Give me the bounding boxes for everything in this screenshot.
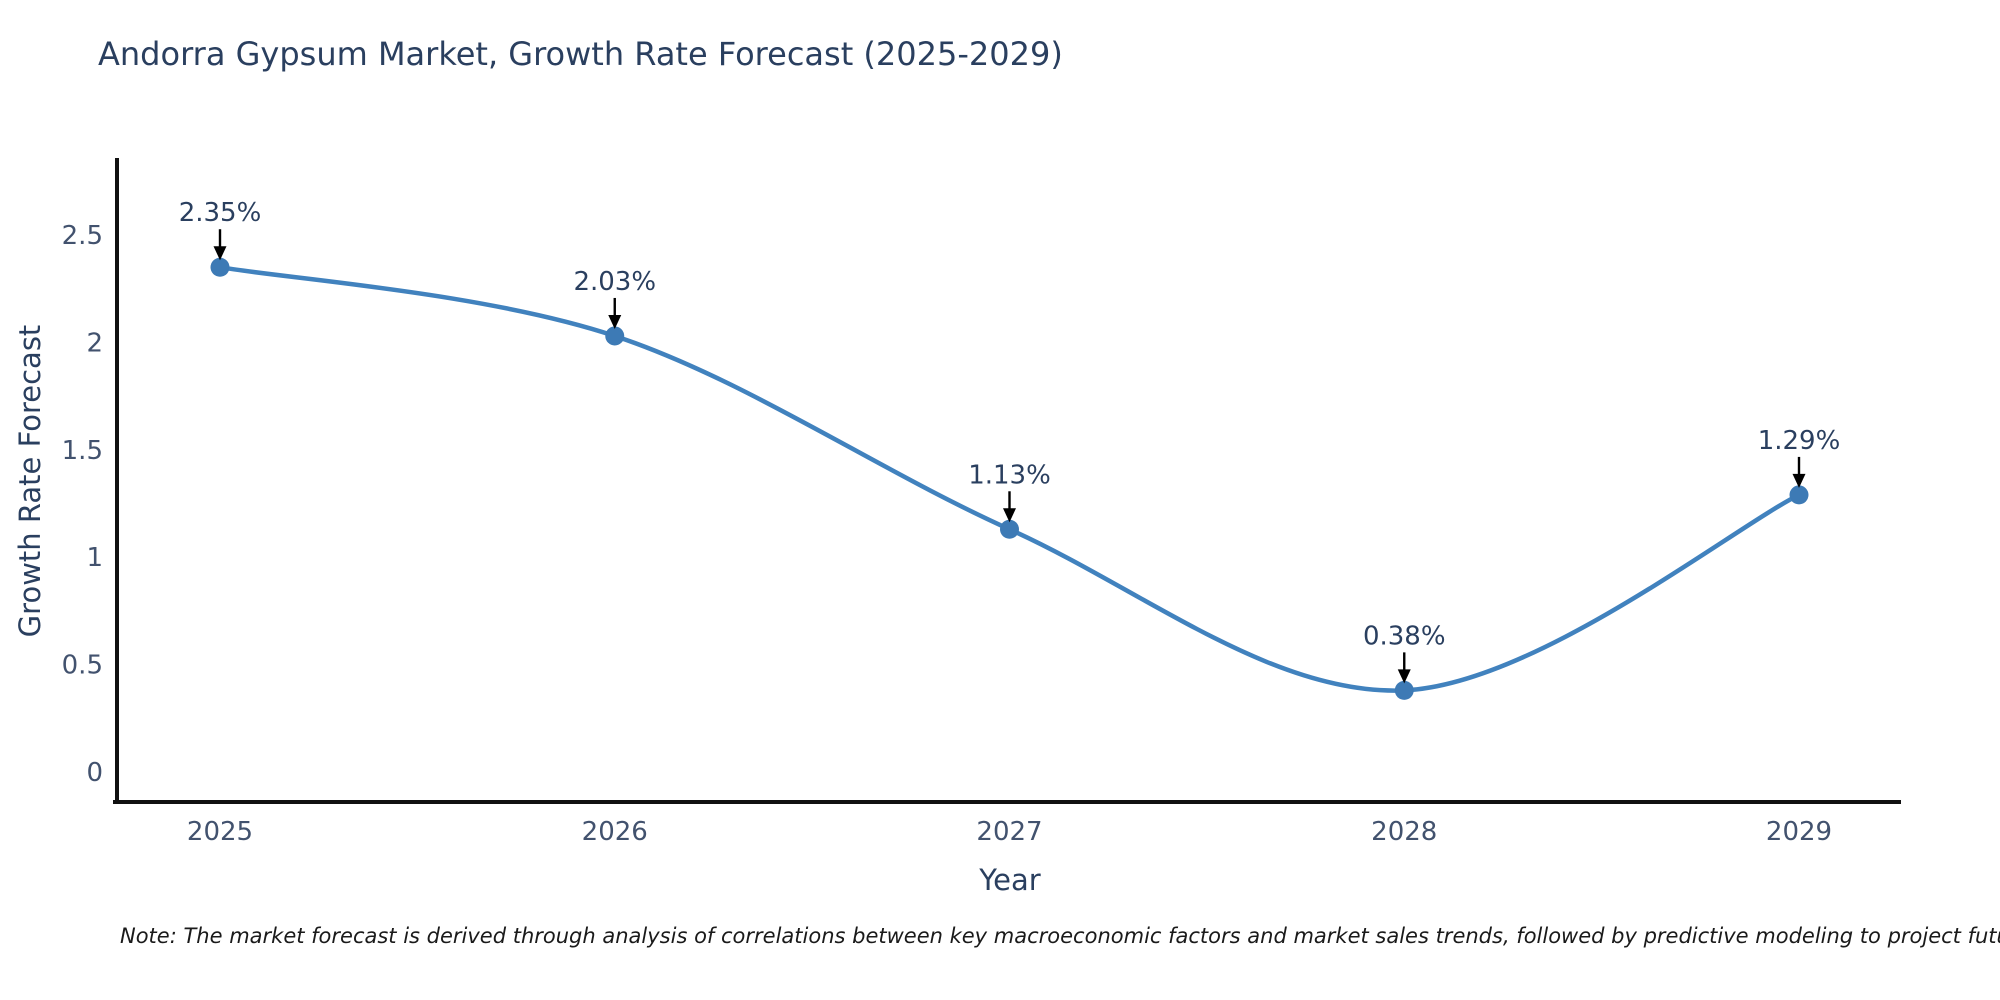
- annotation-arrowhead: [608, 314, 622, 329]
- data-point-marker: [1789, 485, 1809, 505]
- data-point-marker: [605, 326, 625, 346]
- x-tick-label: 2026: [582, 817, 648, 847]
- chart-title: Andorra Gypsum Market, Growth Rate Forec…: [98, 35, 1063, 73]
- y-tick-label: 2.5: [62, 221, 103, 251]
- annotation-arrowhead: [1792, 473, 1806, 488]
- point-value-label: 2.35%: [179, 198, 262, 228]
- y-tick-label: 1: [86, 543, 103, 573]
- data-point-marker: [210, 257, 230, 277]
- y-tick-label: 2: [86, 328, 103, 358]
- point-value-label: 1.29%: [1758, 426, 1841, 456]
- y-tick-label: 1.5: [62, 436, 103, 466]
- point-value-label: 2.03%: [573, 267, 656, 297]
- annotation-arrowhead: [213, 246, 227, 261]
- point-annotations: 2.35% 2.03% 1.13% 0.38% 1.29%: [179, 198, 1841, 684]
- point-value-label: 0.38%: [1363, 621, 1446, 651]
- point-value-label: 1.13%: [968, 460, 1051, 490]
- y-tick-label: 0: [86, 758, 103, 788]
- x-axis-tick-labels: 2025 2026 2027 2028 2029: [187, 817, 1832, 847]
- x-tick-label: 2029: [1766, 817, 1832, 847]
- data-point-marker: [1394, 680, 1414, 700]
- annotation-arrowhead: [1397, 669, 1411, 684]
- x-tick-label: 2028: [1371, 817, 1437, 847]
- x-tick-label: 2025: [187, 817, 253, 847]
- data-point-markers: [210, 257, 1809, 700]
- data-point-marker: [1000, 519, 1019, 539]
- annotation-arrowhead: [1003, 508, 1016, 523]
- x-tick-label: 2027: [976, 817, 1042, 847]
- x-axis-title: Year: [979, 863, 1041, 897]
- y-axis-tick-labels: 0 0.5 1 1.5 2 2.5: [62, 221, 103, 788]
- footnote: Note: The market forecast is derived thr…: [120, 924, 2000, 948]
- y-tick-label: 0.5: [62, 651, 103, 681]
